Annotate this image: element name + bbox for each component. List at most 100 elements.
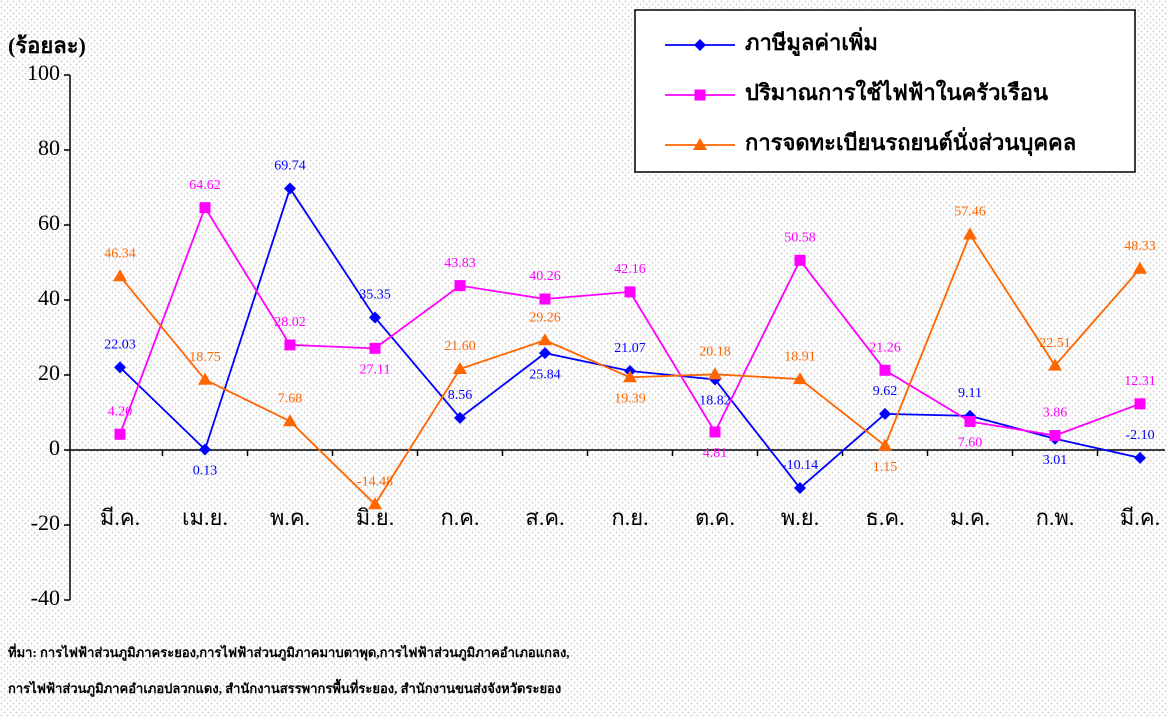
source-note: ที่มา: การไฟฟ้าส่วนภูมิภาคระยอง,การไฟฟ้า… (8, 643, 570, 661)
data-label: 7.68 (278, 391, 303, 406)
x-tick-label: พ.ค. (270, 505, 310, 530)
x-tick-label: มี.ค. (100, 505, 140, 530)
marker (539, 347, 551, 360)
data-label: 4.81 (703, 446, 728, 461)
data-label: -2.10 (1125, 428, 1154, 443)
marker (284, 339, 296, 351)
marker (368, 497, 382, 510)
marker (1134, 398, 1146, 410)
marker (199, 443, 211, 456)
x-tick-label: ก.ย. (611, 505, 648, 530)
marker (454, 411, 466, 424)
data-label: 20.18 (699, 345, 731, 360)
marker (114, 361, 126, 374)
x-tick-label: มี.ค. (1120, 505, 1160, 530)
y-tick-label: 100 (27, 60, 60, 85)
data-label: 50.58 (784, 231, 816, 246)
data-label: 48.33 (1124, 239, 1156, 254)
marker (709, 426, 721, 438)
marker (964, 416, 976, 427)
marker (284, 182, 296, 195)
marker (624, 286, 636, 298)
y-tick-label: 20 (38, 360, 60, 385)
data-label: 1.15 (873, 460, 898, 475)
data-label: 29.26 (529, 310, 561, 325)
data-label: 40.26 (529, 269, 561, 284)
data-label: 19.39 (614, 392, 646, 407)
marker (879, 364, 891, 376)
marker (198, 372, 212, 385)
marker (693, 138, 707, 150)
marker (708, 367, 722, 380)
marker (1049, 430, 1061, 442)
x-tick-label: ต.ค. (695, 505, 735, 530)
y-tick-label: 80 (38, 135, 60, 160)
data-label: 46.34 (104, 246, 136, 261)
data-label: 12.31 (1124, 374, 1156, 389)
y-tick-label: 0 (49, 435, 60, 460)
x-tick-label: ธ.ค. (865, 505, 904, 530)
marker (538, 333, 552, 346)
data-label: 21.26 (869, 340, 901, 355)
marker (369, 311, 381, 324)
data-label: 28.02 (274, 315, 306, 330)
marker (114, 428, 126, 440)
y-tick-label: 40 (38, 285, 60, 310)
data-label: 21.07 (614, 341, 646, 356)
x-tick-label: ส.ค. (525, 505, 564, 530)
x-tick-label: เม.ย. (182, 505, 228, 530)
data-label: 18.75 (189, 350, 221, 365)
data-label: 21.60 (444, 339, 476, 354)
data-label: 57.46 (954, 205, 986, 220)
marker (694, 89, 706, 101)
marker (199, 202, 211, 214)
marker (1133, 261, 1147, 274)
data-label: 3.86 (1043, 406, 1068, 421)
marker (539, 293, 551, 305)
x-tick-label: ก.ค. (440, 505, 479, 530)
data-label: 9.11 (958, 386, 982, 401)
legend-label: ภาษีมูลค่าเพิ่ม (745, 26, 878, 57)
marker (879, 407, 891, 420)
data-label: 8.56 (448, 388, 473, 403)
marker (794, 254, 806, 266)
data-label: 35.35 (359, 288, 391, 303)
data-label: 43.83 (444, 256, 476, 271)
data-label: 27.11 (360, 363, 391, 378)
marker (878, 438, 892, 451)
data-label: 0.13 (193, 464, 218, 479)
data-label: 9.62 (873, 384, 898, 399)
data-label: -10.14 (782, 458, 818, 473)
marker (623, 370, 637, 383)
legend-label: การจดทะเบียนรถยนต์นั่งส่วนบุคคล (745, 126, 1076, 157)
x-tick-label: ม.ค. (950, 505, 990, 530)
marker (113, 269, 127, 282)
data-label: 64.62 (189, 178, 221, 193)
y-axis-label: (ร้อยละ) (8, 33, 86, 58)
y-tick-label: 60 (38, 210, 60, 235)
source-note: การไฟฟ้าส่วนภูมิภาคอำเภอปลวกแดง, สำนักงา… (8, 678, 561, 697)
data-label: 22.03 (104, 338, 136, 353)
marker (793, 372, 807, 385)
marker (454, 280, 466, 292)
data-label: 18.91 (784, 349, 816, 364)
marker (453, 362, 467, 374)
data-label: 42.16 (614, 262, 646, 277)
data-label: 7.60 (958, 436, 983, 451)
data-label: 25.84 (529, 367, 561, 382)
marker (283, 414, 297, 427)
y-tick-label: -20 (31, 510, 60, 535)
data-label: 69.74 (274, 159, 306, 174)
x-tick-label: พ.ย. (781, 505, 819, 530)
marker (963, 227, 977, 240)
legend-label: ปริมาณการใช้ไฟฟ้าในครัวเรือน (745, 79, 1048, 105)
marker (1048, 358, 1062, 371)
marker (694, 39, 706, 51)
data-label: 18.82 (699, 394, 731, 409)
marker (1134, 451, 1146, 464)
marker (794, 482, 806, 495)
data-label: 4.20 (108, 404, 133, 419)
data-label: 22.51 (1039, 336, 1071, 351)
